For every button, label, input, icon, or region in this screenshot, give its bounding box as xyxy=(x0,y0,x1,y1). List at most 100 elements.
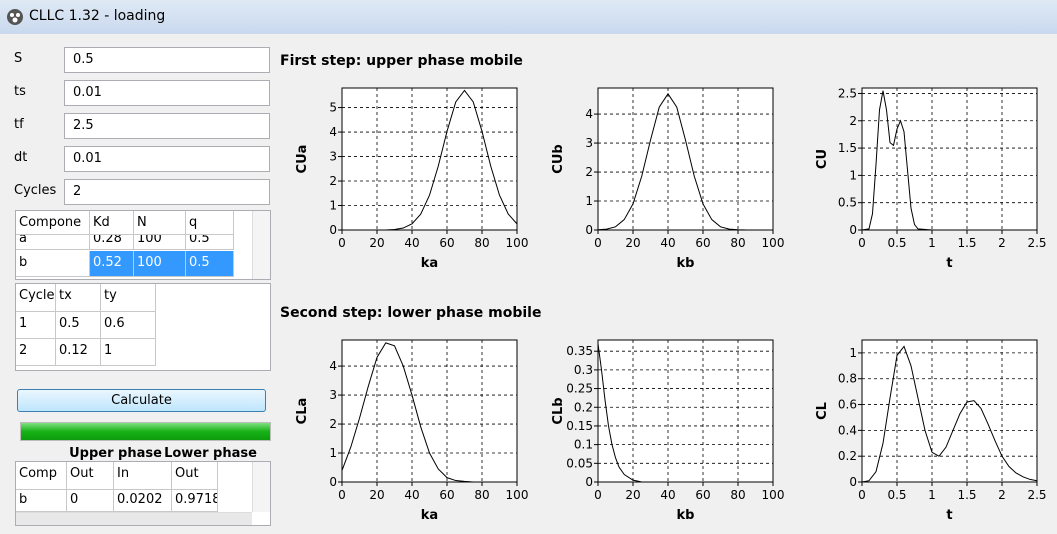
table-header: N xyxy=(134,211,186,235)
table-cell[interactable]: 1 xyxy=(101,339,156,366)
y-axis-label: CU xyxy=(815,149,830,169)
y-tick-label: 0.35 xyxy=(566,344,593,358)
y-tick-label: 4 xyxy=(329,359,337,373)
table-cell[interactable]: 0.28 xyxy=(90,235,134,250)
table-header: q xyxy=(186,211,234,235)
plot-area xyxy=(862,340,1037,482)
y-tick-label: 0.4 xyxy=(838,423,857,437)
plot-area xyxy=(862,88,1037,230)
y-tick-label: 2 xyxy=(849,114,857,128)
y-tick-label: 2 xyxy=(329,174,337,188)
param-input[interactable]: 0.5 xyxy=(64,47,270,73)
y-tick-label: 1 xyxy=(849,346,857,360)
x-axis-label: t xyxy=(946,508,952,523)
table-header: Cycle xyxy=(16,284,56,312)
x-axis-label: ka xyxy=(421,256,438,271)
table-header: Compone xyxy=(16,211,90,235)
x-tick-label: 0 xyxy=(338,236,346,250)
x-tick-label: 100 xyxy=(762,488,785,502)
x-tick-label: 2.5 xyxy=(1027,236,1046,250)
y-tick-label: 0.25 xyxy=(566,382,593,396)
table-cell[interactable]: 0 xyxy=(67,490,114,512)
y-axis-label: CL xyxy=(815,402,830,420)
param-label: S xyxy=(14,51,23,66)
y-tick-label: 0.05 xyxy=(566,456,593,470)
h-scrollbar xyxy=(16,512,252,525)
group-header: Lower phase xyxy=(164,446,257,461)
y-tick-label: 1.5 xyxy=(838,141,857,155)
param-label: Cycles xyxy=(14,183,57,198)
y-tick-label: 4 xyxy=(329,125,337,139)
table-cell[interactable]: 0.5 xyxy=(186,235,234,250)
y-tick-label: 0 xyxy=(585,475,593,489)
table-cell[interactable]: 100 xyxy=(134,251,186,277)
table-cell[interactable]: 0.0202 xyxy=(114,490,172,512)
y-tick-label: 0.3 xyxy=(574,363,593,377)
table-cell[interactable]: 1 xyxy=(16,312,56,339)
x-tick-label: 1 xyxy=(928,236,936,250)
x-tick-label: 80 xyxy=(474,236,489,250)
y-axis-label: CLb xyxy=(551,397,566,424)
x-axis-label: kb xyxy=(677,508,695,523)
data-line xyxy=(597,92,773,231)
x-tick-label: 1.5 xyxy=(957,236,976,250)
table-header: Comp xyxy=(16,462,67,490)
y-tick-label: 3 xyxy=(329,388,337,402)
table-cell[interactable]: 0.5 xyxy=(56,312,101,339)
x-tick-label: 40 xyxy=(404,488,419,502)
y-tick-label: 1 xyxy=(585,194,593,208)
y-tick-label: 1 xyxy=(849,168,857,182)
y-tick-label: 2.5 xyxy=(838,86,857,100)
data-line xyxy=(341,342,517,483)
y-tick-label: 0 xyxy=(585,223,593,237)
section-title: First step: upper phase mobile xyxy=(280,53,523,69)
x-tick-label: 2 xyxy=(998,488,1006,502)
y-tick-label: 3 xyxy=(329,150,337,164)
y-tick-label: 0.5 xyxy=(838,196,857,210)
x-tick-label: 0.5 xyxy=(887,488,906,502)
y-tick-label: 0.1 xyxy=(574,438,593,452)
x-tick-label: 100 xyxy=(506,488,529,502)
param-input[interactable]: 2 xyxy=(64,179,270,205)
x-tick-label: 80 xyxy=(474,488,489,502)
param-input[interactable]: 2.5 xyxy=(64,113,270,139)
app-icon xyxy=(7,9,23,25)
calculate-button[interactable]: Calculate xyxy=(17,389,266,412)
plot-area xyxy=(342,88,517,230)
x-axis-label: ka xyxy=(421,508,438,523)
table-cell[interactable]: 2 xyxy=(16,339,56,366)
scrollbar xyxy=(252,211,270,279)
table-cell[interactable]: 100 xyxy=(134,235,186,250)
group-header: Upper phase xyxy=(69,446,162,461)
param-input[interactable]: 0.01 xyxy=(64,80,270,106)
plot-frame xyxy=(341,339,518,483)
y-axis-label: CUa xyxy=(295,145,310,174)
param-label: dt xyxy=(14,150,28,165)
table-cell[interactable]: b xyxy=(16,490,67,512)
table-cell[interactable]: 0.52 xyxy=(90,251,134,277)
x-tick-label: 40 xyxy=(660,488,675,502)
table-cell[interactable]: 0.9718 xyxy=(172,490,218,512)
x-tick-label: 60 xyxy=(695,236,710,250)
y-tick-label: 0 xyxy=(849,475,857,489)
table-header: In xyxy=(114,462,172,490)
x-tick-label: 60 xyxy=(439,488,454,502)
table-header: tx xyxy=(56,284,101,312)
x-tick-label: 0 xyxy=(594,488,602,502)
x-tick-label: 80 xyxy=(730,488,745,502)
table-cell[interactable]: b xyxy=(16,251,90,277)
title-bar: CLLC 1.32 - loading xyxy=(0,0,1057,34)
v-scrollbar xyxy=(252,462,270,512)
param-input[interactable]: 0.01 xyxy=(64,146,270,172)
table-cell[interactable]: 0.12 xyxy=(56,339,101,366)
x-tick-label: 20 xyxy=(625,236,640,250)
table-cell[interactable]: 0.6 xyxy=(101,312,156,339)
table-cell[interactable]: 0.5 xyxy=(186,251,234,277)
x-tick-label: 2 xyxy=(998,236,1006,250)
x-tick-label: 0 xyxy=(858,236,866,250)
data-line xyxy=(861,90,1037,231)
table-cell[interactable]: a xyxy=(16,235,90,250)
y-tick-label: 0 xyxy=(329,475,337,489)
x-tick-label: 20 xyxy=(369,488,384,502)
